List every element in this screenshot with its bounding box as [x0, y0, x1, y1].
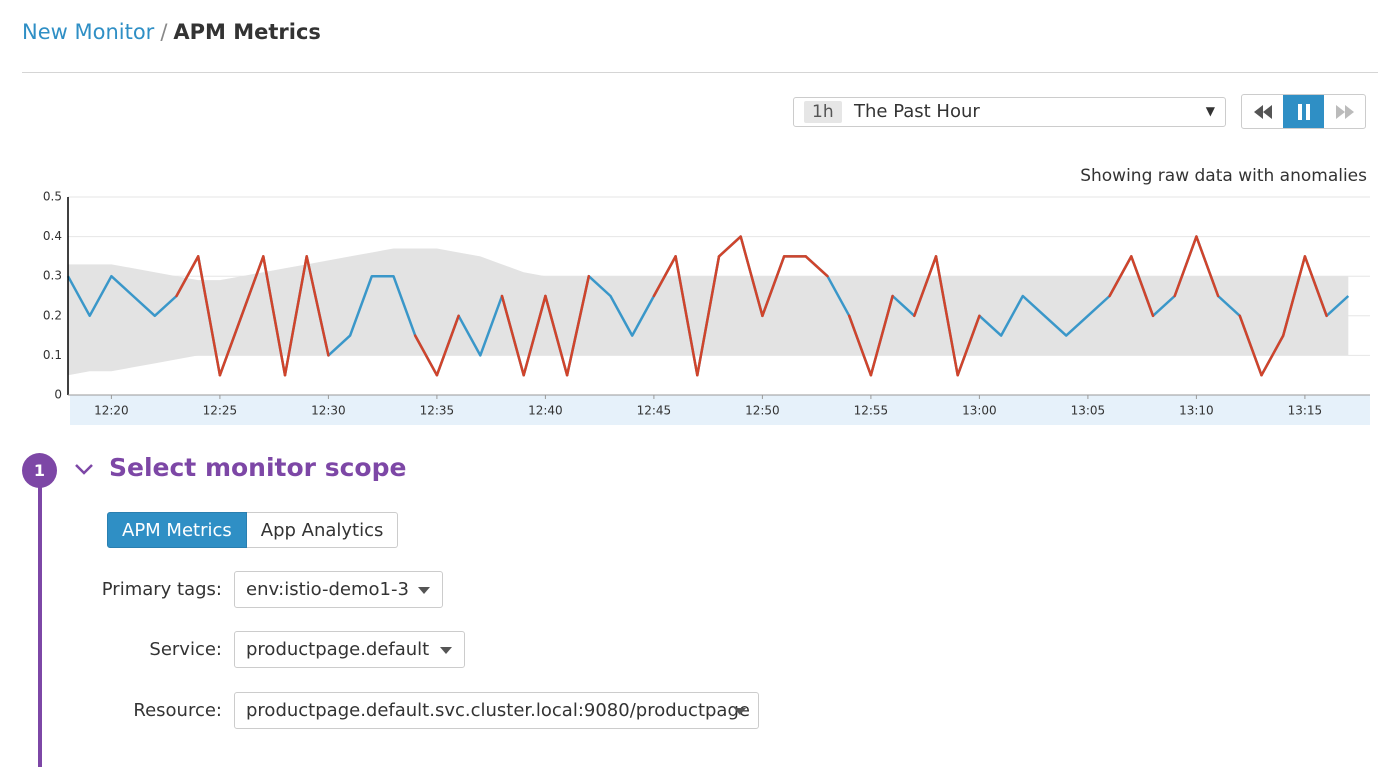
anomaly-segment — [435, 314, 460, 377]
chart-annotation: Showing raw data with anomalies — [1080, 166, 1367, 186]
anomaly-segment — [413, 334, 439, 377]
anomaly-segment — [696, 255, 721, 377]
playback-controls — [1241, 94, 1366, 129]
chart: 0 0.1 0.2 0.3 0.4 0.5 12:20 12:25 12:30 12:35 12:4… — [43, 190, 1370, 425]
anomaly-segment — [522, 294, 547, 377]
rewind-icon — [1253, 104, 1272, 119]
y-tick-label: 0.5 — [43, 190, 62, 204]
x-tick-label: 12:20 — [94, 404, 129, 418]
anomaly-segment — [804, 255, 829, 278]
step-line — [38, 487, 42, 767]
y-tick-label: 0.3 — [43, 269, 62, 283]
x-tick-label: 12:55 — [854, 404, 889, 418]
collapse-chevron[interactable] — [74, 462, 94, 476]
x-tick-label: 12:35 — [420, 404, 455, 418]
dropdown-value: env:istio-demo1-3 — [246, 579, 409, 600]
x-tick-label: 13:00 — [962, 404, 997, 418]
y-tick-label: 0.1 — [43, 348, 62, 362]
anomaly-segment — [544, 294, 569, 377]
anomaly-segment — [1238, 314, 1263, 377]
anomaly-segment — [913, 255, 938, 318]
breadcrumb-link[interactable]: New Monitor — [22, 20, 155, 44]
anomaly-segment — [240, 255, 265, 318]
anomaly-segment — [196, 255, 222, 377]
anomaly-segment — [934, 255, 959, 377]
dropdown[interactable]: env:istio-demo1-3 — [234, 571, 443, 608]
time-label: The Past Hour — [854, 101, 980, 122]
dropdown-value: productpage.default — [246, 639, 430, 660]
anomaly-segment — [739, 235, 764, 318]
tab-active[interactable]: APM Metrics — [107, 512, 247, 548]
anomaly-segment — [1108, 255, 1133, 298]
x-tick-label: 12:50 — [745, 404, 780, 418]
dropdown[interactable]: productpage.default — [234, 631, 465, 668]
breadcrumb-current: APM Metrics — [173, 20, 321, 44]
forward-button[interactable] — [1324, 95, 1365, 128]
forward-icon — [1335, 104, 1354, 119]
divider — [22, 72, 1378, 73]
y-tick-label: 0.4 — [43, 229, 62, 243]
dropdown-caret: ▼ — [1205, 104, 1215, 118]
x-tick-label: 12:25 — [203, 404, 238, 418]
anomaly-segment — [1130, 255, 1155, 318]
field-label: Service: — [149, 639, 222, 660]
anomaly-segment — [652, 255, 677, 298]
anomaly-segment — [305, 255, 330, 357]
anomaly-segment — [500, 294, 525, 377]
x-tick-label: 13:05 — [1071, 404, 1106, 418]
anomaly-segment — [847, 314, 873, 377]
pause-icon — [1297, 103, 1310, 120]
anomaly-segment — [717, 235, 742, 258]
anomaly-segment — [218, 314, 243, 377]
breadcrumb-separator: / — [160, 20, 168, 44]
time-picker[interactable]: 1h The Past Hour ▼ — [793, 97, 1226, 127]
anomaly-segment — [869, 294, 894, 377]
breadcrumb: New Monitor / APM Metrics — [22, 20, 321, 44]
anomaly-segment — [565, 274, 591, 377]
tab[interactable]: App Analytics — [246, 512, 399, 548]
y-tick-label: 0 — [54, 388, 62, 402]
anomaly-segment — [674, 255, 699, 377]
pause-button[interactable] — [1283, 95, 1324, 128]
step-title: Select monitor scope — [109, 453, 407, 482]
x-tick-label: 12:40 — [528, 404, 563, 418]
anomaly-segment — [1281, 255, 1307, 337]
x-tick-label: 12:45 — [637, 404, 672, 418]
dropdown-value: productpage.default.svc.cluster.local:90… — [246, 700, 750, 721]
anomaly-segment — [283, 255, 308, 377]
anomaly-segment — [262, 255, 287, 377]
x-tick-label: 13:10 — [1179, 404, 1214, 418]
rewind-button[interactable] — [1242, 95, 1283, 128]
y-tick-label: 0.2 — [43, 308, 62, 322]
step-number: 1 — [22, 453, 57, 488]
x-tick-label: 13:15 — [1288, 404, 1323, 418]
anomaly-segment — [175, 255, 200, 298]
anomaly-segment — [956, 314, 981, 377]
anomaly-segment — [1303, 255, 1328, 318]
anomaly-segment — [1195, 235, 1220, 298]
scope-tabs: APM Metrics App Analytics — [107, 512, 399, 548]
dropdown[interactable]: productpage.default.svc.cluster.local:90… — [234, 692, 759, 729]
x-tick-label: 12:30 — [311, 404, 346, 418]
field-label: Resource: — [133, 700, 222, 721]
anomaly-segment — [1173, 235, 1198, 298]
x-axis-band — [70, 395, 1370, 425]
anomaly-segment — [1260, 334, 1285, 377]
time-badge: 1h — [804, 101, 842, 123]
anomaly-segment — [761, 255, 786, 318]
field-label: Primary tags: — [101, 579, 222, 600]
